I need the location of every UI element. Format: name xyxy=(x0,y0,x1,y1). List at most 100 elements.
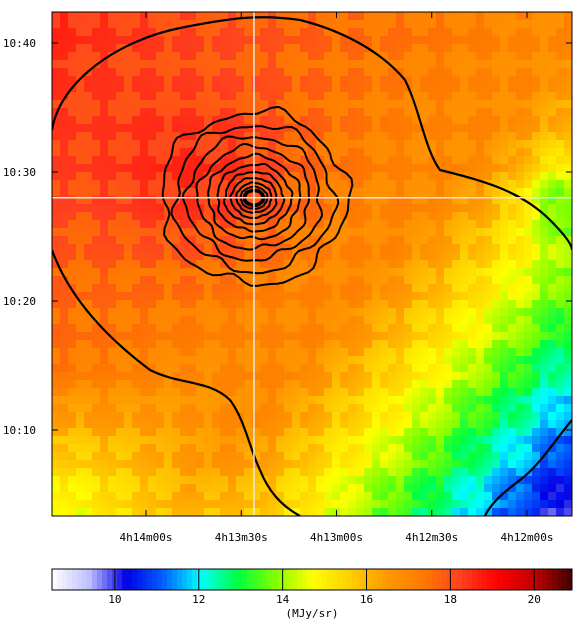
heatmap-cell xyxy=(260,500,269,509)
heatmap-cell xyxy=(220,332,229,341)
heatmap-cell xyxy=(524,28,533,37)
heatmap-cell xyxy=(420,492,429,501)
heatmap-cell xyxy=(132,436,141,445)
heatmap-cell xyxy=(292,324,301,333)
heatmap-cell xyxy=(124,292,133,301)
heatmap-cell xyxy=(188,276,197,285)
heatmap-cell xyxy=(564,28,572,37)
heatmap-cell xyxy=(564,188,572,197)
heatmap-cell xyxy=(348,132,357,141)
colorbar-swatch xyxy=(387,569,393,590)
heatmap-cell xyxy=(140,148,149,157)
heatmap-cell xyxy=(300,60,309,69)
heatmap-cell xyxy=(108,268,117,277)
heatmap-cell xyxy=(548,460,557,469)
heatmap-cell xyxy=(364,68,373,77)
heatmap-cell xyxy=(132,52,141,61)
heatmap-cell xyxy=(172,156,181,165)
heatmap-cell xyxy=(172,420,181,429)
heatmap-cell xyxy=(292,428,301,437)
heatmap-cell xyxy=(308,308,317,317)
heatmap-cell xyxy=(204,380,213,389)
heatmap-cell xyxy=(508,500,517,509)
heatmap-cell xyxy=(284,420,293,429)
heatmap-cell xyxy=(508,428,517,437)
heatmap-cell xyxy=(316,292,325,301)
heatmap-cell xyxy=(68,196,77,205)
heatmap-cell xyxy=(460,508,469,516)
heatmap-cell xyxy=(212,156,221,165)
heatmap-cell xyxy=(556,500,565,509)
heatmap-cell xyxy=(220,220,229,229)
heatmap-cell xyxy=(388,260,397,269)
heatmap-cell xyxy=(492,308,501,317)
heatmap-cell xyxy=(52,196,61,205)
heatmap-cell xyxy=(420,60,429,69)
heatmap-cell xyxy=(500,268,509,277)
heatmap-cell xyxy=(100,140,109,149)
heatmap-cell xyxy=(452,492,461,501)
heatmap-cell xyxy=(444,20,453,29)
heatmap-cell xyxy=(524,172,533,181)
heatmap-cell xyxy=(228,316,237,325)
heatmap-cell xyxy=(396,220,405,229)
heatmap-cell xyxy=(268,508,277,516)
heatmap-cell xyxy=(156,68,165,77)
heatmap-cell xyxy=(476,124,485,133)
heatmap-cell xyxy=(548,324,557,333)
heatmap-cell xyxy=(404,212,413,221)
heatmap-cell xyxy=(140,460,149,469)
heatmap-cell xyxy=(364,300,373,309)
colorbar-tick-label: 12 xyxy=(192,593,205,606)
heatmap-cell xyxy=(284,140,293,149)
heatmap-cell xyxy=(108,372,117,381)
heatmap-cell xyxy=(260,404,269,413)
heatmap-cell xyxy=(436,436,445,445)
heatmap-cell xyxy=(436,140,445,149)
heatmap-cell xyxy=(300,492,309,501)
heatmap-cell xyxy=(268,36,277,45)
heatmap-cell xyxy=(468,20,477,29)
heatmap-cell xyxy=(92,244,101,253)
heatmap-cell xyxy=(100,268,109,277)
heatmap-cell xyxy=(444,100,453,109)
heatmap-cell xyxy=(52,380,61,389)
colorbar-swatch xyxy=(377,569,383,590)
heatmap-cell xyxy=(220,364,229,373)
heatmap-cell xyxy=(140,172,149,181)
heatmap-cell xyxy=(420,388,429,397)
heatmap-cell xyxy=(300,12,309,21)
heatmap-cell xyxy=(452,108,461,117)
heatmap-cell xyxy=(556,436,565,445)
colorbar-swatch xyxy=(457,569,463,590)
heatmap-cell xyxy=(564,332,572,341)
heatmap-cell xyxy=(484,452,493,461)
heatmap-cell xyxy=(332,116,341,125)
heatmap-cell xyxy=(308,372,317,381)
heatmap-cell xyxy=(348,268,357,277)
heatmap-cell xyxy=(196,12,205,21)
heatmap-cell xyxy=(132,276,141,285)
heatmap-cell xyxy=(444,84,453,93)
heatmap-cell xyxy=(132,412,141,421)
heatmap-cell xyxy=(564,460,572,469)
heatmap-cell xyxy=(436,508,445,516)
heatmap-cell xyxy=(260,204,269,213)
heatmap-cell xyxy=(156,172,165,181)
heatmap-cell xyxy=(484,388,493,397)
heatmap-cell xyxy=(540,292,549,301)
heatmap-cell xyxy=(396,100,405,109)
heatmap-cell xyxy=(156,84,165,93)
heatmap-cell xyxy=(356,108,365,117)
heatmap-cell xyxy=(500,380,509,389)
heatmap-cell xyxy=(228,500,237,509)
heatmap-cell xyxy=(188,188,197,197)
heatmap-cell xyxy=(348,364,357,373)
heatmap-cell xyxy=(108,452,117,461)
heatmap-cell xyxy=(164,404,173,413)
heatmap-cell xyxy=(428,492,437,501)
heatmap-cell xyxy=(364,60,373,69)
heatmap-cell xyxy=(108,68,117,77)
heatmap-cell xyxy=(180,68,189,77)
y-tick-label: 10:40 xyxy=(3,37,36,50)
